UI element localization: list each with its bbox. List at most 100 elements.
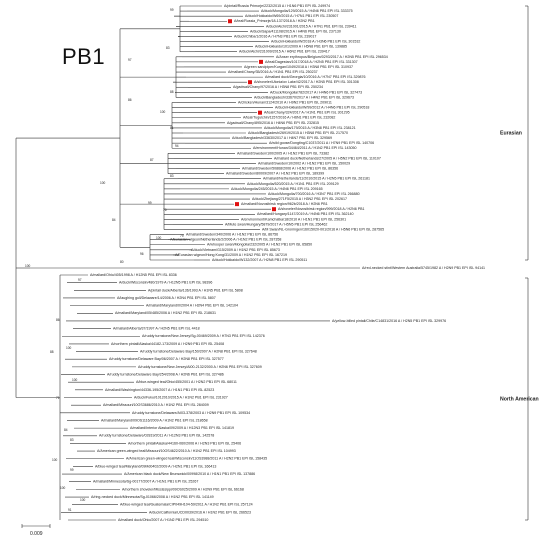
bootstrap-value: 86 <box>128 98 132 102</box>
taxon-label: A/duck/Mongolia/245/2015 A / H4N6 PB1 EP… <box>231 187 323 191</box>
taxon-label: A/American black duck/New Brunswick/0099… <box>124 472 255 476</box>
bootstrap-value: 100 <box>52 458 58 462</box>
taxon-label: A/duck/Hokkaido/W69/2015 A / H7N1 PB1 EP… <box>245 14 338 18</box>
taxon-label-highlighted: A/shoveler/Ulonia/ov Lake/42/2017 A / H2… <box>254 80 359 84</box>
taxon-label: A/duck/Chiba/1/2016 A / H7N3 PB1 EPI ISL… <box>234 34 316 38</box>
bootstrap-value: 80 <box>120 260 124 264</box>
taxon-label: A/mallard/Sweden/10/2002 A / H1N2 PB1 EP… <box>258 161 350 165</box>
taxon-label: A/duck/Bangladesh/33630/2017 A / H4N7 PB… <box>232 136 332 140</box>
highlight-marker <box>272 207 276 212</box>
taxon-label: A/northern pintail/Alaska/44182-173/2009… <box>111 342 224 346</box>
clade-label-north-american: North American <box>500 396 539 402</box>
bootstrap-value: 84 <box>64 428 68 432</box>
taxon-label: A/ruddy turnstone/Delaware/02819/2011 A … <box>99 434 214 438</box>
taxon-label: A/blue-winged teal/Guatemala/CIP049H104-… <box>120 503 253 507</box>
highlight-marker <box>228 19 232 24</box>
taxon-label: A/mallard duck/Netherlands/27/2005 A / H… <box>274 156 381 160</box>
taxon-label: A/laughing gull/Delaware/14/2006 A / H2N… <box>117 296 216 300</box>
taxon-label: A/northern pintail/Alaska/44160-060/2006… <box>128 441 241 445</box>
bootstrap-value: 87 <box>150 158 154 162</box>
bootstrap-value: 84 <box>112 218 116 222</box>
gene-title: PB1 <box>62 44 106 69</box>
taxon-label: A/ruddy turnstone/Delaware Bay/254/2008 … <box>107 372 224 376</box>
clade-label-eurasian: Eurasian <box>500 130 522 136</box>
taxon-label: A/mallard/Netherlands/11/2010/2015 A / H… <box>263 177 370 181</box>
taxon-label: A/mallard/Sweden/100/2005 A / H1N2 PB1 E… <box>237 151 329 155</box>
bootstrap-value: 99 <box>70 468 74 472</box>
taxon-label: A/duck/Aichi/231001/2015 A / H7N1 PB1 EP… <box>266 24 357 28</box>
taxon-label: A/duck/Hokkaido/W/2018 A / H3N6 PB1 EPI … <box>271 40 360 44</box>
bootstrap-value: 88 <box>170 90 174 94</box>
taxon-label: A/pintail/Russia Primorje/2232/2015 A / … <box>224 4 330 8</box>
taxon-label: A/duck/Bangladesh/26919/2015 A / H3N8 PB… <box>248 131 348 135</box>
taxon-label: A/Anser erythropus/Belgium/0293/2017 A /… <box>276 55 388 59</box>
bootstrap-value: 97 <box>128 58 132 62</box>
taxon-label: A/blue-winged teal/Ohio/455/2001 A / H2N… <box>136 380 237 384</box>
taxon-label: A/M Swan/NL-Groningen/16015020-001/2016 … <box>262 227 384 231</box>
taxon-label: A/duck/Hokkaido/W132/2007 A / H2N8 PB1 E… <box>212 258 307 262</box>
taxon-label: A/duck/Sapa/411108/2015 A / H4N6 PB1 EPI… <box>250 29 341 33</box>
taxon-label: A/mallard/Interior Alaska/09/2009 A / H1… <box>130 426 234 430</box>
taxon-label: A/mallard/Minnesota/Sg-00177/2007 A / H1… <box>93 480 198 484</box>
bootstrap-value: 100 <box>156 236 162 240</box>
bootstrap-value: 100 <box>66 346 72 350</box>
bootstrap-value: 83 <box>170 174 174 178</box>
taxon-label: A/mallard/Chany/35/2016 A / H1N1 PB1 EPI… <box>228 70 318 74</box>
bootstrap-value: 96 <box>140 252 144 256</box>
taxon-label: A/ring-necked duck/Minnesota/Sg-01066/20… <box>91 495 214 499</box>
bootstrap-value: 91 <box>68 508 72 512</box>
taxon-label: A/mallard/Sweden/80009/2007 A / H1N2 PB1… <box>226 172 324 176</box>
taxon-label-highlighted: A/shoveler/Novosibirsk region/999/2018 A… <box>278 207 365 211</box>
taxon-label: A/yellow-billed pintail/Chile/C14831/201… <box>332 319 446 323</box>
highlight-marker <box>259 59 263 64</box>
taxon-label: A/mallard/Hungary/1147/2019 A / H4N6 PB1… <box>257 212 354 216</box>
taxon-label: A/Mute swan/Hungary/5879/2017 A / H5N5 P… <box>225 222 327 226</box>
bootstrap-value: 83 <box>70 438 74 442</box>
taxon-label: A/chicken/Hunan/3124/2010 A / H9N2 PB1 E… <box>238 100 332 104</box>
taxon-label-highlighted: A/teal/Russia_Primorje/18-137/2018 A / H… <box>234 19 315 23</box>
taxon-label: A/duck/California/UCD0039/2016 A / H1N2 … <box>149 510 251 514</box>
taxon-label: A/mallard/Ohio/405/1998 A / H12N5 PB1 EP… <box>90 273 177 277</box>
taxon-label: A/teal/Tugulchin/1157/2016 A / H6N1 PB1 … <box>243 116 335 120</box>
taxon-label: A/whooper swan/Mongolia/232/2005 A / H1N… <box>207 243 312 247</box>
bootstrap-value: 100 <box>160 110 166 114</box>
taxon-label: A/duck/Hokkaido/101/2009 A / H5N8 PB1 EP… <box>255 45 347 49</box>
taxon-label: A/ruddy turnstone/Delaware/AI03-378/2003… <box>132 411 250 415</box>
taxon-label-highlighted: A/teal/Chany/324/2017 A / H1N1 PB1 EPI I… <box>264 111 350 115</box>
bootstrap-value: 97 <box>78 278 82 282</box>
taxon-label-highlighted: A/mallard/Novosibirsk region/962b/2018 A… <box>241 202 328 206</box>
taxon-label: A/duck/Hokkaido/W/99/2012 A / H4N6 PB1 E… <box>275 106 369 110</box>
taxon-label: A/green sandpiper/Kurgan/1049/2018 A / H… <box>244 65 353 69</box>
highlight-marker <box>258 110 262 115</box>
bootstrap-value: 100 <box>80 498 86 502</box>
bootstrap-value: 71 <box>56 396 60 400</box>
taxon-label: A/American green-winged teal/Missouri/10… <box>97 449 236 453</box>
taxon-label: A/ruddy turnstone/New Jersey/Sg-00469/20… <box>142 334 265 338</box>
bootstrap-value: 100 <box>100 181 106 185</box>
taxon-label: A/duck/Bangladesh/33670/2017 A / H4N2 PB… <box>254 95 354 99</box>
bootstrap-value: 86 <box>56 318 60 322</box>
taxon-label: A/mallard/Missouri/10OS3686/2010 A / H1N… <box>103 403 209 407</box>
taxon-label: A/Eurasian wigeon/Hong Kong/31/2009 A / … <box>175 253 287 257</box>
taxon-label-outlier: A/red-necked stint/Western Australia/574… <box>362 266 485 270</box>
bootstrap-value: 94 <box>175 144 179 148</box>
highlight-marker <box>248 80 252 85</box>
taxon-label: A/mallard/Maryland/0/2004 A / H2N4 PB1 E… <box>146 304 238 308</box>
taxon-label: A/mallard/Alberta/37/1997 A / H2N5 PB1 E… <box>113 327 200 331</box>
taxon-label: A/mallard/Maryland/09OS1116/2009 A / H1N… <box>101 418 208 422</box>
taxon-label: A/mallard duck/Ohio/2007 A / H1N2 PB1 EP… <box>118 518 208 522</box>
scale-bar-label: 0.009 <box>30 531 43 537</box>
bootstrap-value: 100 <box>60 486 66 490</box>
bootstrap-value: 99 <box>148 201 152 205</box>
taxon-label: A/duck/Aichi/231009/2015 A / H6N2 PB1 EP… <box>239 50 330 54</box>
taxon-label: A/northern shoveler/Mississippi/09OS025/… <box>122 487 244 491</box>
taxon-label: A/mallard/Sweden/340/2006 A / H1N2 PB1 E… <box>186 233 278 237</box>
taxon-label: A/gadwall/Chany/895/2016 A / H4N6 PB1 EP… <box>227 121 319 125</box>
taxon-label: A/mallard/Washington/44336-195/2007 A / … <box>105 388 214 392</box>
taxon-label: A/mallard/Sweden/50868/2006 A / H1N2 PB1… <box>242 167 338 171</box>
taxon-label: A/duck/Mongolia/700/2016 A / H3N7 PB1 EP… <box>268 192 360 196</box>
taxon-label: A/Duck/Mongolia/782/2017 A / H4N6 PB1 EP… <box>270 90 362 94</box>
bootstrap-value: 88 <box>50 350 54 354</box>
